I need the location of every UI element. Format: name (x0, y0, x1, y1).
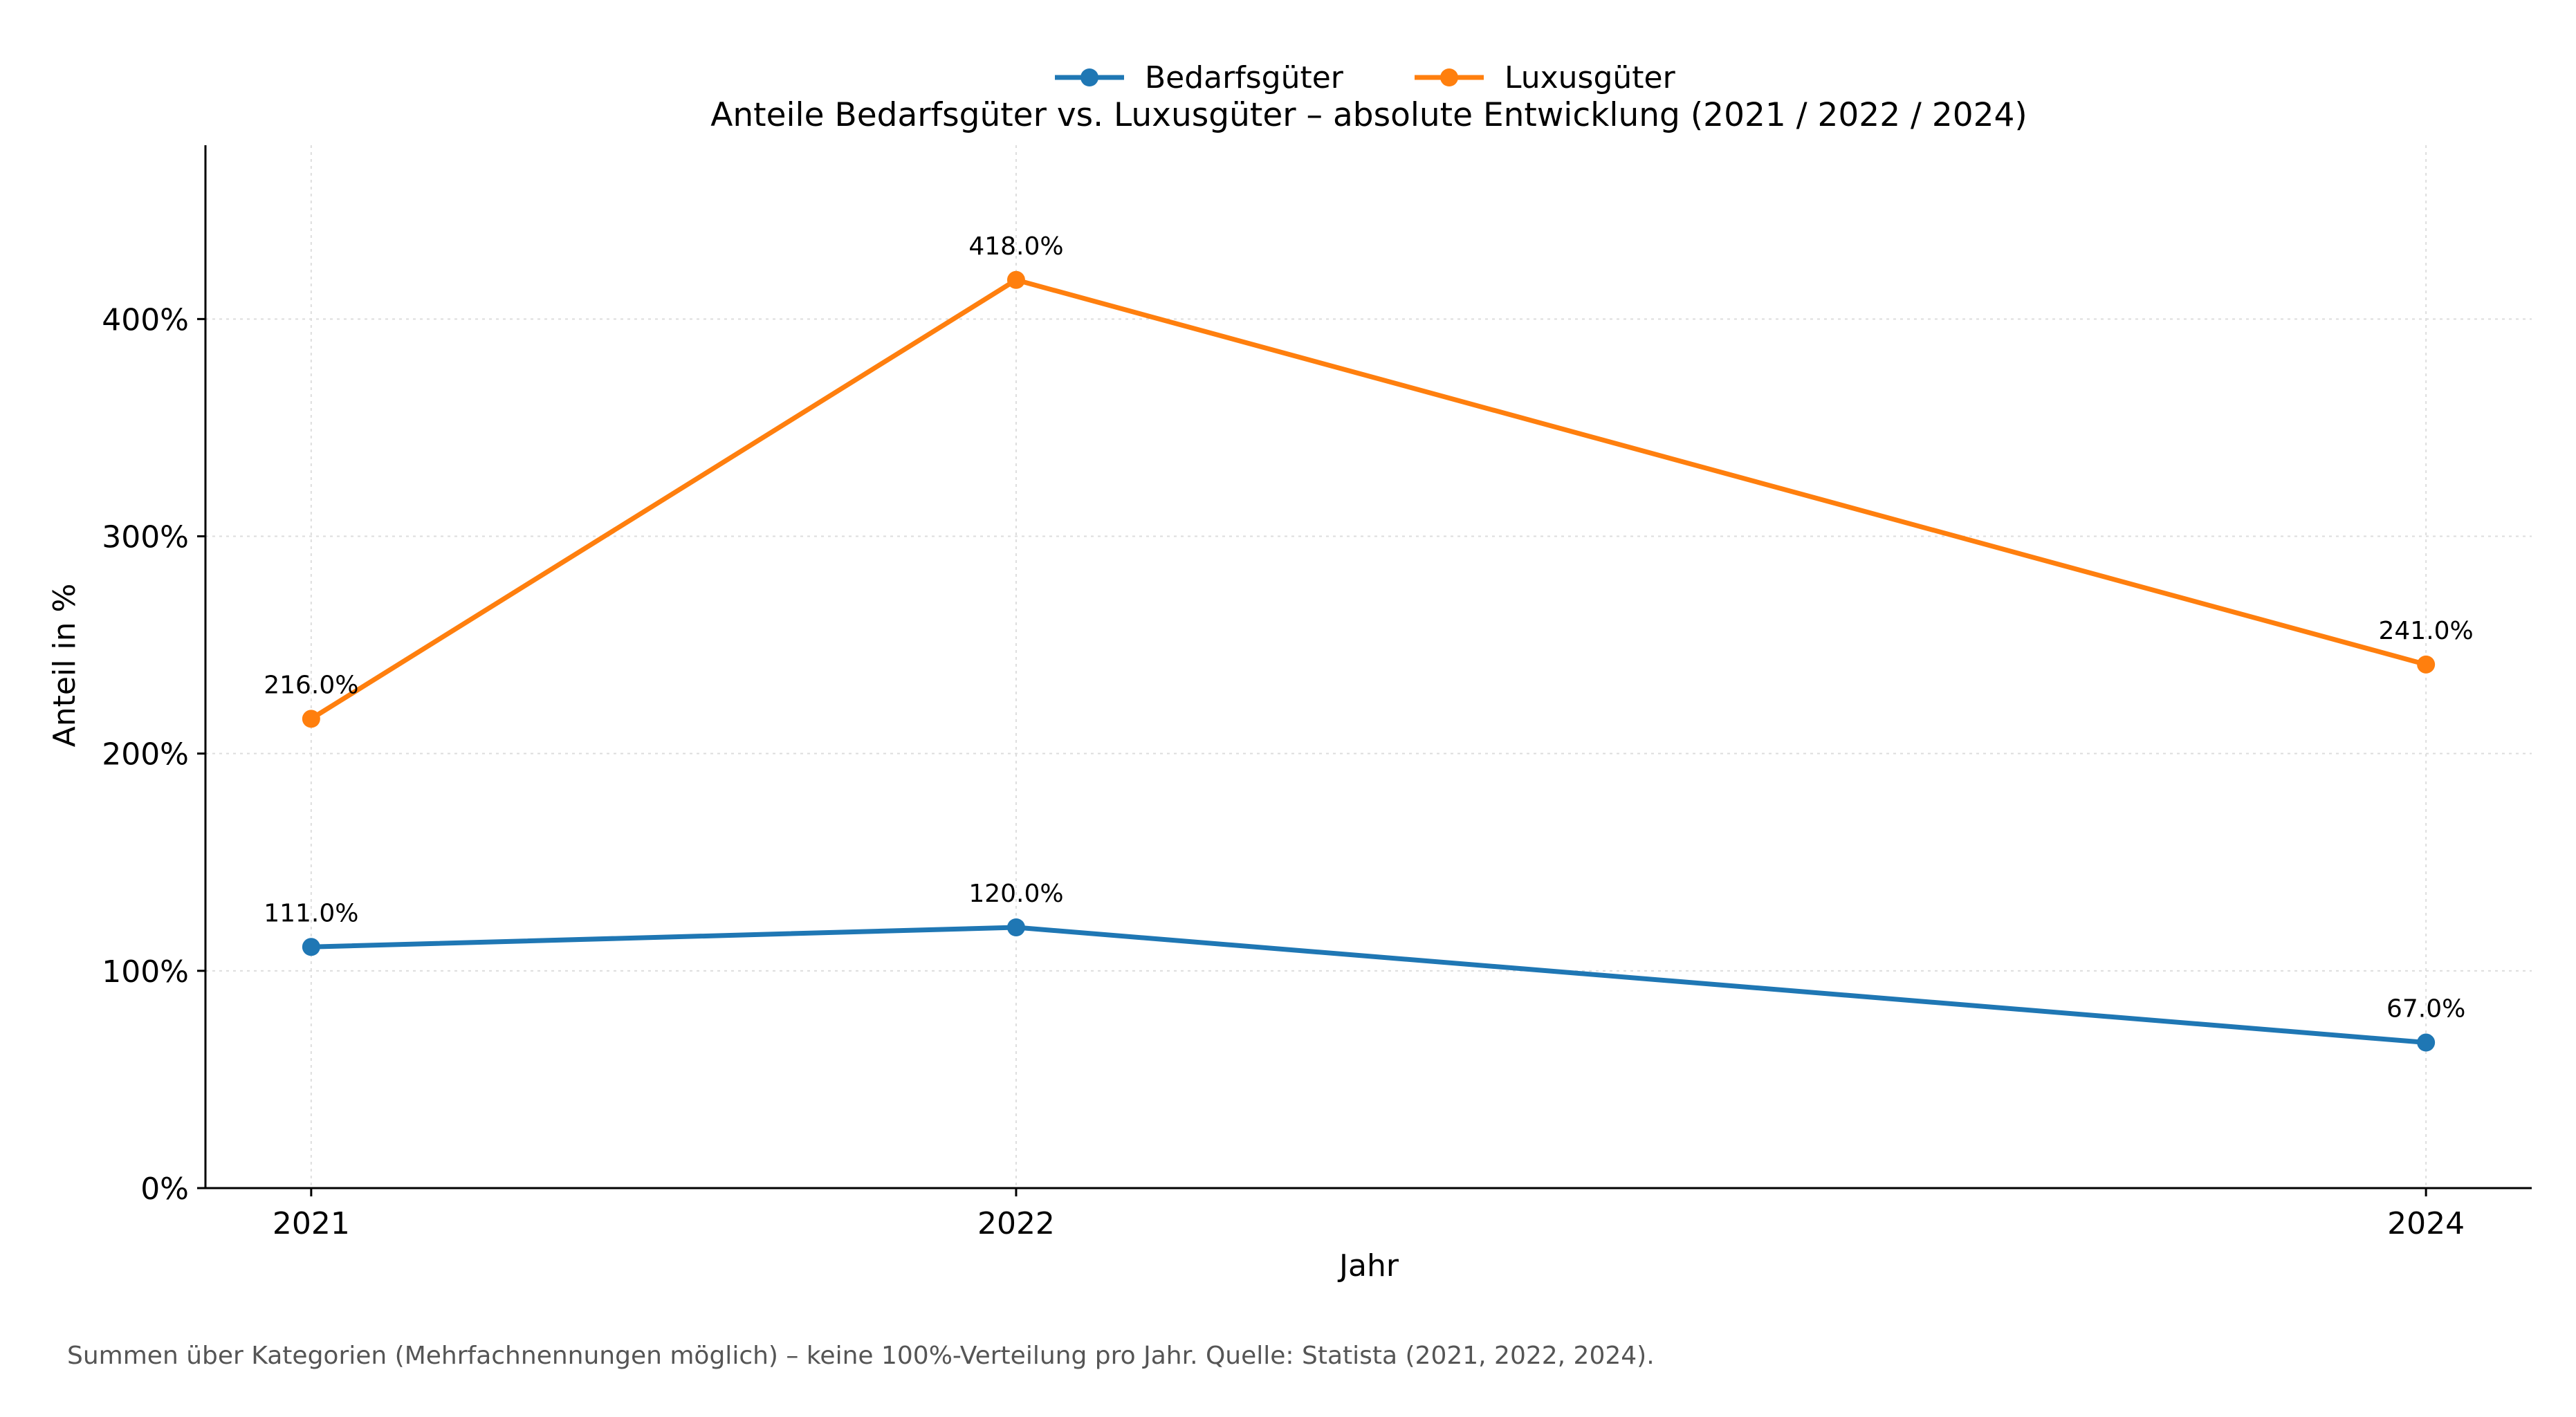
y-tick-label: 400% (102, 302, 189, 337)
data-label-luxusgueter: 216.0% (264, 671, 358, 699)
x-tick-label: 2021 (273, 1206, 350, 1241)
data-label-bedarfsgueter: 111.0% (264, 899, 358, 927)
data-label-luxusgueter: 241.0% (2378, 617, 2473, 645)
axes: 0% 100% 200% 300% 400% 2021 2022 2024 (102, 145, 2532, 1241)
data-label-luxusgueter: 418.0% (968, 232, 1063, 261)
y-tick-label: 100% (102, 954, 189, 990)
y-tick-label: 0% (140, 1171, 189, 1207)
data-label-bedarfsgueter: 67.0% (2386, 995, 2465, 1024)
data-series (302, 270, 2436, 1052)
y-tick-label: 200% (102, 737, 189, 772)
legend: Bedarfsgüter Luxusgüter (1055, 60, 1676, 95)
legend-marker-bedarfsgueter (1080, 68, 1098, 86)
data-label-bedarfsgueter: 120.0% (968, 880, 1063, 908)
footnote: Summen über Kategorien (Mehrfachnennunge… (67, 1342, 1655, 1370)
x-tick-label: 2022 (977, 1206, 1055, 1241)
legend-marker-luxusgueter (1440, 68, 1458, 86)
legend-item-bedarfsgueter: Bedarfsgüter (1055, 60, 1344, 95)
chart-title: Anteile Bedarfsgüter vs. Luxusgüter – ab… (710, 96, 2027, 134)
y-axis-label: Anteil in % (47, 584, 82, 748)
legend-item-luxusgueter: Luxusgüter (1415, 60, 1676, 95)
grid-lines (205, 145, 2532, 1189)
data-point-bedarfsgueter (2417, 1033, 2436, 1052)
x-tick-label: 2024 (2387, 1206, 2465, 1241)
series-line-bedarfsgueter (309, 925, 2429, 1046)
data-labels: 111.0% 120.0% 67.0% 216.0% 418.0% 241.0% (264, 232, 2474, 1024)
series-line-luxusgueter (309, 277, 2429, 721)
y-tick-label: 300% (102, 520, 189, 555)
data-point-luxusgueter (302, 710, 320, 728)
data-point-bedarfsgueter (302, 938, 320, 956)
data-point-bedarfsgueter (1006, 918, 1025, 936)
x-axis-label: Jahr (1337, 1248, 1399, 1284)
data-point-luxusgueter (1006, 270, 1025, 289)
legend-label-luxusgueter: Luxusgüter (1505, 60, 1676, 95)
data-point-luxusgueter (2417, 655, 2436, 674)
legend-label-bedarfsgueter: Bedarfsgüter (1145, 60, 1344, 95)
